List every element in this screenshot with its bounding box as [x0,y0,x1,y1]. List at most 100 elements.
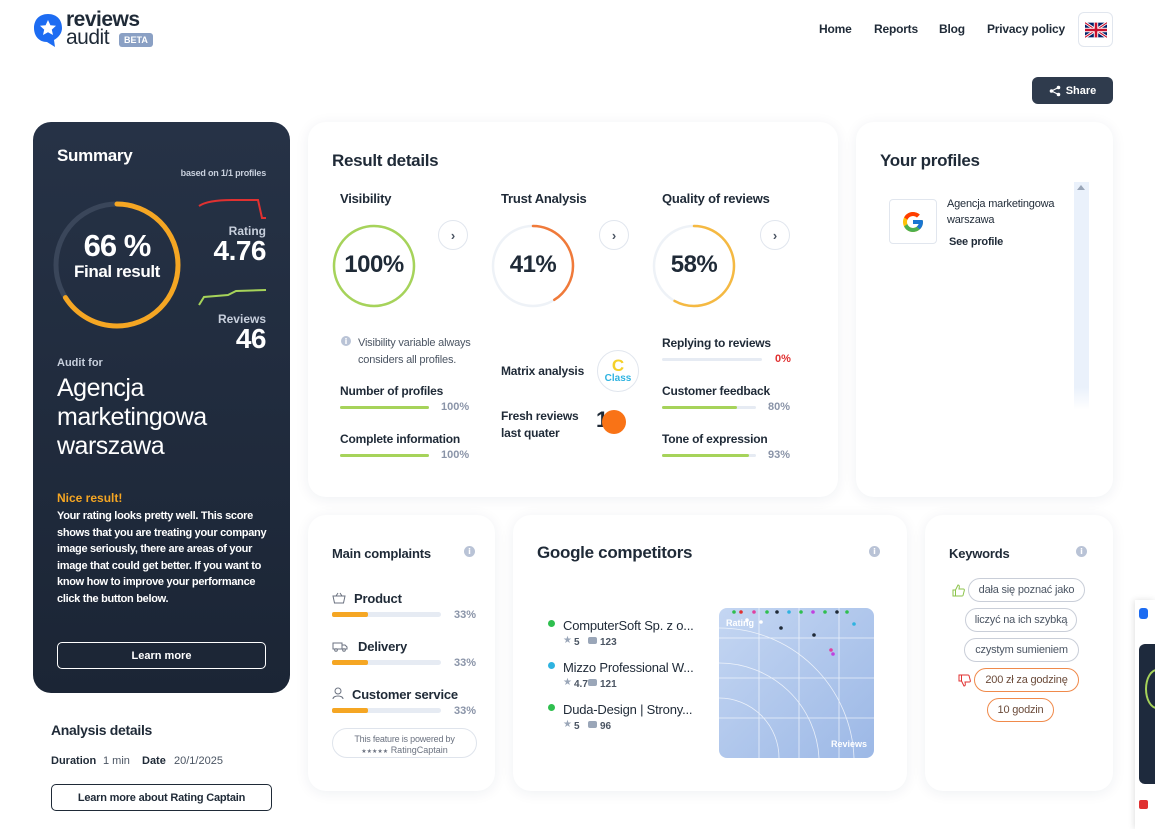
learn-more-label: Learn more [131,649,192,662]
trust-analysis-title: Trust Analysis [501,191,587,206]
comment-icon [588,679,597,686]
keyword-positive[interactable]: liczyć na ich szybką [965,608,1077,632]
competitor-point [835,610,839,614]
nice-result-text: Your rating looks pretty well. This scor… [57,510,267,605]
chevron-right-icon: › [450,227,456,243]
logo-text-audit: audit [66,26,110,49]
competitor-name: Duda-Design | Strony... [563,702,693,717]
comment-icon [588,637,597,644]
thumbs-down-icon [958,674,971,687]
keyword-negative[interactable]: 10 godzin [987,698,1054,722]
chevron-right-icon: › [611,227,617,243]
info-icon[interactable]: i [1076,546,1087,557]
basket-icon [332,592,346,604]
competitor-reviews: 96 [600,721,612,732]
rating-widget-preview[interactable] [1135,600,1155,829]
customer-feedback-label: Customer feedback [662,384,770,398]
see-profile-link[interactable]: See profile [949,236,1004,248]
product-label: Product [354,591,402,606]
keywords-card: Keywords i dała się poznać jako liczyć n… [925,515,1113,791]
competitor-item[interactable]: Mizzo Professional W... ★ 4.7 121 [545,660,705,694]
visibility-arrow-button[interactable]: › [438,220,468,250]
product-percent: 33% [454,609,477,621]
nav-privacy-policy[interactable]: Privacy policy [987,22,1065,36]
widget-flag-icon [1139,800,1148,809]
number-of-profiles-percent: 100% [441,401,470,413]
rating-captain-logo: ★★★★★ RatingCaptain [333,745,476,755]
trust-gauge [491,224,575,308]
company-name: Agencja marketingowa warszawa [57,374,207,460]
comment-icon [588,721,597,728]
matrix-class-badge: C Class [597,350,639,392]
based-on-text: based on 1/1 profiles [180,168,267,178]
info-icon[interactable]: i [869,546,880,557]
quality-of-reviews-title: Quality of reviews [662,191,770,206]
complete-information-bar [340,454,429,457]
keywords-title: Keywords [949,546,1010,561]
competitor-rating: 4.7 [574,679,588,690]
profile-item[interactable]: Agencja marketingowa warszawa See profil… [889,196,1069,256]
your-profiles-title: Your profiles [880,151,980,170]
keyword-negative[interactable]: 200 zł za godzinę [974,668,1079,692]
competitor-reviews: 121 [600,679,617,690]
keyword-positive[interactable]: czystym sumieniem [964,638,1079,662]
powered-by-text: This feature is powered by [354,734,455,744]
customer-feedback-bar [662,406,756,409]
reviews-value: 46 [235,323,267,354]
truck-icon [332,642,348,652]
beta-badge: BETA [119,33,153,47]
fresh-reviews-label: Fresh reviews last quater [501,409,579,440]
nav-blog[interactable]: Blog [939,22,965,36]
nav-home[interactable]: Home [819,22,852,36]
complete-information-label: Complete information [340,432,461,446]
competitor-point [775,610,779,614]
reviews-label: Reviews [217,312,266,326]
logo[interactable]: reviews audit BETA [33,8,158,50]
profiles-scrollbar[interactable] [1074,182,1089,410]
nav-reports[interactable]: Reports [874,22,918,36]
replying-percent: 0% [775,353,791,365]
competitor-item[interactable]: Duda-Design | Strony... ★ 5 96 [545,702,705,736]
competitor-point [811,610,815,614]
scroll-up-icon[interactable] [1077,185,1085,190]
stars-icon: ★★★★★ [361,749,389,755]
analysis-details-title: Analysis details [51,722,153,738]
logo-icon [34,14,62,47]
trust-arrow-button[interactable]: › [599,220,629,250]
language-switcher[interactable] [1078,12,1113,47]
learn-more-button[interactable]: Learn more [57,642,266,669]
uk-flag-icon [1084,21,1107,38]
duration-label: Duration [51,755,97,767]
matrix-analysis-label: Matrix analysis [501,364,585,378]
tone-bar [662,454,756,457]
competitor-point [852,622,856,626]
complete-information-percent: 100% [441,449,470,461]
competitor-point [739,610,743,614]
star-icon: ★ [563,677,572,688]
matrix-grade: C [611,356,625,375]
nice-result-title: Nice result! [57,491,123,505]
competitor-status-dot [548,704,555,711]
keyword-positive[interactable]: dała się poznać jako [968,578,1085,602]
visibility-gauge [332,224,416,308]
competitor-item[interactable]: ComputerSoft Sp. z o... ★ 5 123 [545,618,705,652]
widget-logo-icon [1139,608,1148,619]
competitor-point [745,618,749,622]
info-icon[interactable]: i [464,546,475,557]
number-of-profiles-bar [340,406,429,409]
competitor-reviews: 123 [600,637,617,648]
quality-arrow-button[interactable]: › [760,220,790,250]
rating-captain-button[interactable]: Learn more about Rating Captain [51,784,272,811]
date-value: 20/1/2025 [174,755,223,767]
your-profiles-card: Your profiles Agencja marketingowa warsz… [856,122,1113,497]
competitor-point [799,610,803,614]
share-icon [1049,85,1061,96]
competitor-point [732,610,736,614]
delivery-percent: 33% [454,657,477,669]
competitors-chart: Rating Reviews [719,608,874,758]
powered-by-badge[interactable]: This feature is powered by ★★★★★ RatingC… [332,728,477,758]
share-button[interactable]: Share [1032,77,1113,104]
competitor-point [765,610,769,614]
star-icon: ★ [563,719,572,730]
final-result-label: Final result [74,262,160,281]
